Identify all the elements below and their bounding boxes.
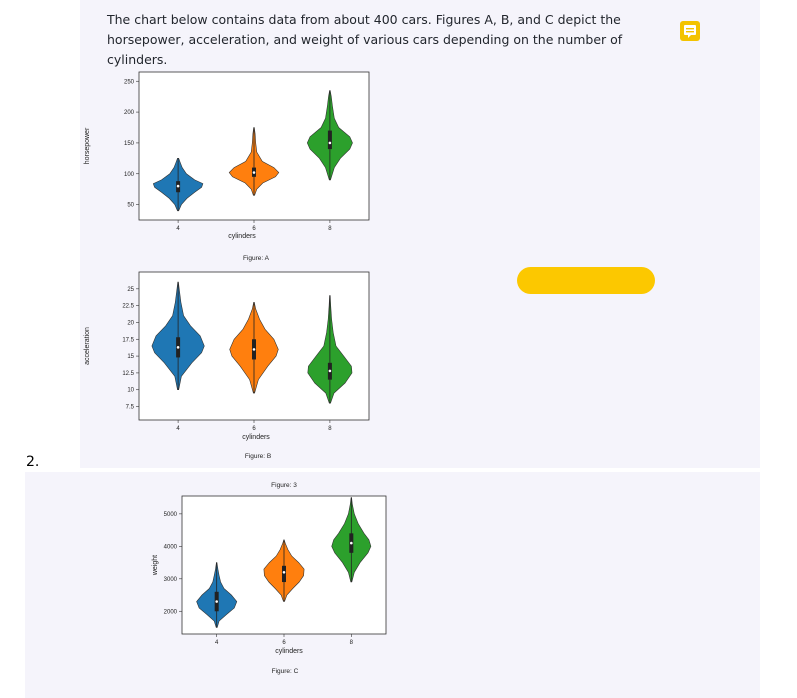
x-tick-label: 6 xyxy=(252,426,256,432)
y-tick-label: 7.5 xyxy=(126,405,135,411)
x-axis-label: cylinders xyxy=(228,233,256,240)
y-tick-label: 10 xyxy=(127,388,134,394)
x-tick-label: 8 xyxy=(328,226,332,232)
intro-text: The chart below contains data from about… xyxy=(107,12,623,67)
x-tick-label: 8 xyxy=(328,426,332,432)
question-number: 2. xyxy=(26,454,40,470)
x-tick-label: 4 xyxy=(176,226,180,232)
y-tick-label: 5000 xyxy=(164,512,178,518)
violin-iqr-box xyxy=(327,130,332,150)
y-axis-label: acceleration xyxy=(84,327,91,365)
y-tick-label: 20 xyxy=(127,320,134,326)
violin-median xyxy=(252,348,256,351)
violin-median xyxy=(350,541,353,545)
figure-title: Figure: 3 xyxy=(271,482,297,489)
violin-median xyxy=(328,141,332,145)
violin-median xyxy=(282,571,286,574)
y-tick-label: 25 xyxy=(127,287,134,293)
x-tick-label: 4 xyxy=(215,640,219,646)
y-tick-label: 12.5 xyxy=(122,371,134,377)
violin-median xyxy=(252,171,256,174)
y-tick-label: 250 xyxy=(124,79,135,85)
comment-button[interactable] xyxy=(680,21,700,41)
y-tick-label: 200 xyxy=(124,110,135,116)
violin-median xyxy=(176,346,180,349)
y-tick-label: 100 xyxy=(124,172,135,178)
figure-caption: Figure: B xyxy=(245,453,271,460)
y-tick-label: 4000 xyxy=(164,544,178,550)
y-tick-label: 150 xyxy=(124,141,135,147)
y-axis-label: weight xyxy=(152,555,159,576)
x-axis-label: cylinders xyxy=(275,648,303,655)
figure-caption: Figure: C xyxy=(272,668,299,675)
violin-median xyxy=(328,369,332,373)
y-tick-label: 3000 xyxy=(164,577,178,583)
figure-caption: Figure: A xyxy=(243,255,270,262)
y-tick-label: 2000 xyxy=(164,609,178,615)
x-tick-label: 6 xyxy=(252,226,256,232)
y-axis-label: horsepower xyxy=(84,127,91,164)
x-tick-label: 6 xyxy=(282,640,286,646)
y-tick-label: 17.5 xyxy=(122,337,134,343)
violin-median xyxy=(176,184,180,188)
x-tick-label: 4 xyxy=(176,426,180,432)
question-panel-bottom xyxy=(25,472,760,698)
comment-icon xyxy=(684,25,696,38)
y-tick-label: 15 xyxy=(127,354,134,360)
x-tick-label: 8 xyxy=(350,640,354,646)
y-tick-label: 22.5 xyxy=(122,304,134,310)
violin-median xyxy=(215,600,218,603)
x-axis-label: cylinders xyxy=(242,434,270,441)
yellow-pill-button[interactable] xyxy=(517,267,655,294)
y-tick-label: 50 xyxy=(127,203,134,209)
violin-iqr-box xyxy=(282,565,286,583)
